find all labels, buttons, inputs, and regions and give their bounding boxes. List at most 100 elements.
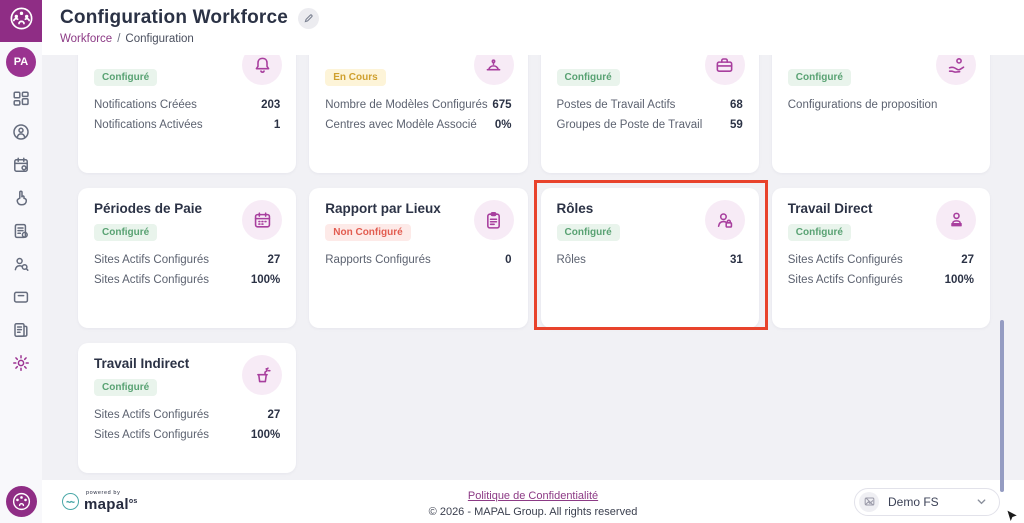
config-card-modeles[interactable]: En Cours Nombre de Modèles Configurés 675 C… xyxy=(309,55,528,173)
powered-by-mapal[interactable]: powered by mapalos xyxy=(62,490,138,514)
stat-value: 31 xyxy=(729,254,743,266)
config-card-roles[interactable]: Rôles Configuré Rôles 31 xyxy=(540,188,759,328)
card-stats: Rapports Configurés 0 xyxy=(325,253,511,268)
stat-row: Configurations de proposition xyxy=(788,98,974,113)
page-title: Configuration Workforce xyxy=(60,7,289,28)
card-stats: Sites Actifs Configurés 27 Sites Actifs Co… xyxy=(788,253,974,288)
calendar-card-icon xyxy=(242,200,283,240)
stat-value: 100% xyxy=(250,429,281,441)
app-logo[interactable] xyxy=(0,0,42,42)
config-card-notifications[interactable]: Configuré Notifications Créées 203 Notifica… xyxy=(78,55,297,173)
sidebar-item-settings-icon[interactable] xyxy=(12,354,30,372)
stat-label: Sites Actifs Configurés xyxy=(787,254,903,266)
mapal-logo-icon xyxy=(12,492,30,511)
stat-label: Sites Actifs Configurés xyxy=(94,409,210,421)
sidebar-item-document-icon[interactable] xyxy=(12,222,30,240)
stat-row: Sites Actifs Configurés 27 xyxy=(94,408,280,423)
stat-row: Sites Actifs Configurés 27 xyxy=(94,253,280,268)
stat-row: Notifications Créées 203 xyxy=(94,98,280,113)
status-badge: Configuré xyxy=(94,379,158,396)
stat-label: Sites Actifs Configurés xyxy=(94,254,210,266)
site-selector-value: Demo FS xyxy=(888,494,939,509)
sidebar-item-gesture-icon[interactable] xyxy=(12,189,30,207)
status-badge: Non Configuré xyxy=(325,224,411,241)
breadcrumb: Workforce / Configuration xyxy=(60,33,1024,45)
sidebar-item-archive-icon[interactable] xyxy=(12,288,30,306)
main-content: Configuré Notifications Créées 203 Notifica… xyxy=(42,55,1024,480)
stat-label: Sites Actifs Configurés xyxy=(94,429,210,441)
site-selector-dropdown[interactable]: Demo FS xyxy=(854,487,1000,516)
bell-icon xyxy=(242,55,283,85)
stat-label: Notifications Créées xyxy=(94,99,197,111)
stat-value: 675 xyxy=(492,99,512,111)
stat-row: Groupes de Poste de Travail 59 xyxy=(557,118,743,133)
bucket-icon xyxy=(242,355,283,395)
stat-label: Sites Actifs Configurés xyxy=(787,274,903,286)
sidebar-item-calendar-icon[interactable] xyxy=(12,156,30,174)
stat-row: Sites Actifs Configurés 27 xyxy=(788,253,974,268)
cards-grid: Configuré Notifications Créées 203 Notifica… xyxy=(78,55,990,473)
user-lock-icon xyxy=(704,200,745,240)
user-avatar[interactable]: PA xyxy=(6,47,36,77)
user-desk-icon xyxy=(936,200,976,240)
briefcase-icon xyxy=(704,55,745,85)
desk-bell-icon xyxy=(473,55,514,85)
sidebar-item-reports-icon[interactable] xyxy=(12,321,30,339)
stat-label: Nombre de Modèles Configurés xyxy=(325,99,488,111)
config-card-postes-travail[interactable]: Configuré Postes de Travail Actifs 68 Group… xyxy=(540,55,759,173)
card-stats: Sites Actifs Configurés 27 Sites Actifs Co… xyxy=(94,253,280,288)
breadcrumb-workforce[interactable]: Workforce xyxy=(60,33,113,45)
hand-offer-icon xyxy=(936,55,976,85)
mapal-os-icon xyxy=(62,493,79,510)
stat-label: Centres avec Modèle Associé xyxy=(325,119,477,131)
vertical-scrollbar[interactable] xyxy=(1000,320,1004,492)
stat-row: Sites Actifs Configurés 100% xyxy=(94,273,280,288)
page-footer: powered by mapalos Politique de Confiden… xyxy=(42,480,1024,523)
breadcrumb-current: Configuration xyxy=(125,33,194,45)
stat-row: Postes de Travail Actifs 68 xyxy=(557,98,743,113)
stat-label: Postes de Travail Actifs xyxy=(556,99,676,111)
stat-value: 68 xyxy=(729,99,743,111)
card-title: Travail Direct xyxy=(787,201,873,216)
brand-suffix: os xyxy=(128,498,138,506)
status-badge: Configuré xyxy=(94,224,158,241)
card-title: Rôles xyxy=(556,201,594,216)
clipboard-icon xyxy=(473,200,514,240)
status-badge: En Cours xyxy=(325,69,386,86)
sidebar-bottom-logo[interactable] xyxy=(5,486,37,517)
card-stats: Notifications Créées 203 Notifications Act… xyxy=(94,98,280,133)
stat-label: Groupes de Poste de Travail xyxy=(556,119,703,131)
stat-row: Sites Actifs Configurés 100% xyxy=(94,428,280,443)
breadcrumb-separator: / xyxy=(117,33,121,45)
card-stats: Configurations de proposition xyxy=(788,98,974,113)
stat-row: Sites Actifs Configurés 100% xyxy=(788,273,974,288)
stat-value: 27 xyxy=(267,409,281,421)
stat-label: Rôles xyxy=(556,254,586,266)
card-title: Rapport par Lieux xyxy=(325,201,441,216)
stat-label: Sites Actifs Configurés xyxy=(94,274,210,286)
no-image-icon xyxy=(859,491,879,512)
page-header: Configuration Workforce Workforce / Config… xyxy=(42,0,1024,55)
sidebar-item-user-search-icon[interactable] xyxy=(12,255,30,273)
config-card-rapport-lieux[interactable]: Rapport par Lieux Non Configuré Rapports C… xyxy=(309,188,528,328)
sidebar-item-users-icon[interactable] xyxy=(12,123,30,141)
stat-row: Rapports Configurés 0 xyxy=(325,253,511,268)
stat-value: 0% xyxy=(494,119,512,131)
config-card-travail-direct[interactable]: Travail Direct Configuré Sites Actifs Conf… xyxy=(771,188,990,328)
sidebar-item-dashboard-icon[interactable] xyxy=(12,90,30,108)
copyright-text: © 2026 - MAPAL Group. All rights reserve… xyxy=(428,505,638,518)
stat-value: 100% xyxy=(944,274,974,286)
chevron-down-icon xyxy=(976,496,987,507)
mapal-wordmark: powered by mapalos xyxy=(84,490,138,514)
card-stats: Postes de Travail Actifs 68 Groupes de Pos… xyxy=(557,98,743,133)
mapal-logo-icon xyxy=(8,5,35,37)
edit-title-button[interactable] xyxy=(298,7,320,29)
privacy-policy-link[interactable]: Politique de Confidentialité xyxy=(467,489,599,502)
config-card-periodes-paie[interactable]: Périodes de Paie Configuré Sites Actifs Co… xyxy=(78,188,297,328)
stat-row: Notifications Activées 1 xyxy=(94,118,280,133)
config-card-propositions[interactable]: Configuré Configurations de proposition xyxy=(771,55,990,173)
brand-name: mapal xyxy=(84,496,129,514)
config-card-travail-indirect[interactable]: Travail Indirect Configuré Sites Actifs Co… xyxy=(78,343,297,473)
card-stats: Sites Actifs Configurés 27 Sites Actifs Co… xyxy=(94,408,280,443)
stat-value: 1 xyxy=(273,119,281,131)
